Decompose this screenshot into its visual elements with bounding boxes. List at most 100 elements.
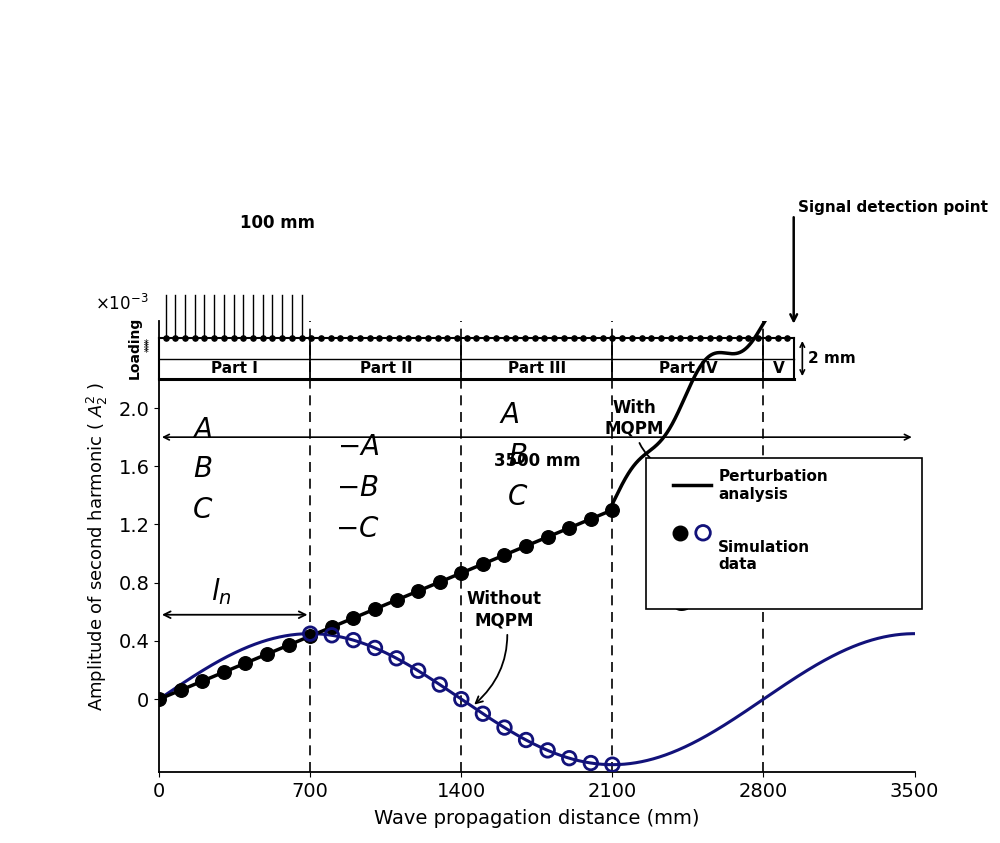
Text: $-A$: $-A$ [337,433,379,461]
Text: $B$: $B$ [193,455,212,483]
Point [177,331,193,345]
Point [206,331,222,345]
Point [536,331,552,345]
Point [345,633,361,647]
Text: V: V [773,362,784,376]
Text: With
MQPM: With MQPM [604,399,664,467]
Point [731,331,747,345]
Point [518,540,534,553]
Point [475,707,491,721]
Point [255,331,271,345]
Point [527,331,543,345]
Point [381,331,397,345]
Point [604,758,620,771]
Point [173,684,189,697]
Point [302,627,318,641]
Text: Part IV: Part IV [659,362,717,376]
Point [345,611,361,625]
Point [702,331,718,345]
Point [561,751,577,765]
Point [324,620,340,634]
Point [284,331,300,345]
Text: $\times 10^{-3}$: $\times 10^{-3}$ [95,294,148,314]
Point [235,331,251,345]
Point [653,331,669,345]
Point [410,331,426,345]
Point [389,652,405,665]
Point [496,721,512,734]
Point [367,602,383,615]
Point [362,331,378,345]
Point [711,331,727,345]
Text: Without
MQPM: Without MQPM [467,590,542,703]
Point [194,674,210,688]
Point [432,678,448,691]
Text: $-C$: $-C$ [648,589,693,617]
Text: $B$: $B$ [508,442,527,470]
Text: 2 mm: 2 mm [808,351,855,366]
Point [556,331,572,345]
Point [313,331,329,345]
Point [216,331,232,345]
Text: $l_n$: $l_n$ [211,576,232,607]
Point [634,331,650,345]
Point [303,331,319,345]
Point [151,692,167,706]
Text: *: * [144,341,149,352]
Text: $-B$: $-B$ [336,474,379,502]
Text: *: * [144,343,149,353]
Point [488,331,504,345]
Point [332,331,348,345]
Point [323,331,339,345]
Text: *: * [144,346,149,356]
Point [750,331,766,345]
Text: *: * [144,339,149,349]
Point [468,331,484,345]
Point [614,331,630,345]
Point [264,331,280,345]
Point [367,642,383,655]
Point [352,331,368,345]
Text: $-C$: $-C$ [335,515,380,543]
Point [245,331,261,345]
Point [449,331,465,345]
Point [583,756,599,770]
Text: Part III: Part III [508,362,566,376]
Text: Signal detection point: Signal detection point [798,200,988,215]
Point [259,647,275,661]
Y-axis label: Amplitude of second harmonic ( $A_2^2$ ): Amplitude of second harmonic ( $A_2^2$ ) [85,382,110,711]
Point [158,331,174,345]
Text: $C$: $C$ [192,496,213,524]
Text: Loading: Loading [127,317,141,379]
X-axis label: Wave propagation distance (mm): Wave propagation distance (mm) [374,809,700,828]
Point [391,331,407,345]
Point [459,331,475,345]
Point [410,664,426,678]
Point [216,665,232,679]
Text: *: * [144,347,149,357]
Point [604,331,620,345]
Point [507,331,523,345]
Point [604,503,620,517]
Point [540,530,556,544]
Point [274,331,290,345]
Point [420,331,436,345]
Text: $-B$: $-B$ [649,548,692,577]
Point [760,331,776,345]
Point [518,733,534,747]
Point [453,566,469,580]
Text: $A$: $A$ [192,416,213,444]
Point [770,331,786,345]
Point [475,557,491,571]
Text: $-A$: $-A$ [650,507,692,535]
Point [583,513,599,526]
Point [740,331,756,345]
Point [517,331,533,345]
Text: $A$: $A$ [499,401,519,429]
Point [546,331,562,345]
Point [561,521,577,534]
Point [237,657,253,670]
Point [595,331,611,345]
Point [294,331,310,345]
Text: $C$: $C$ [507,483,528,511]
